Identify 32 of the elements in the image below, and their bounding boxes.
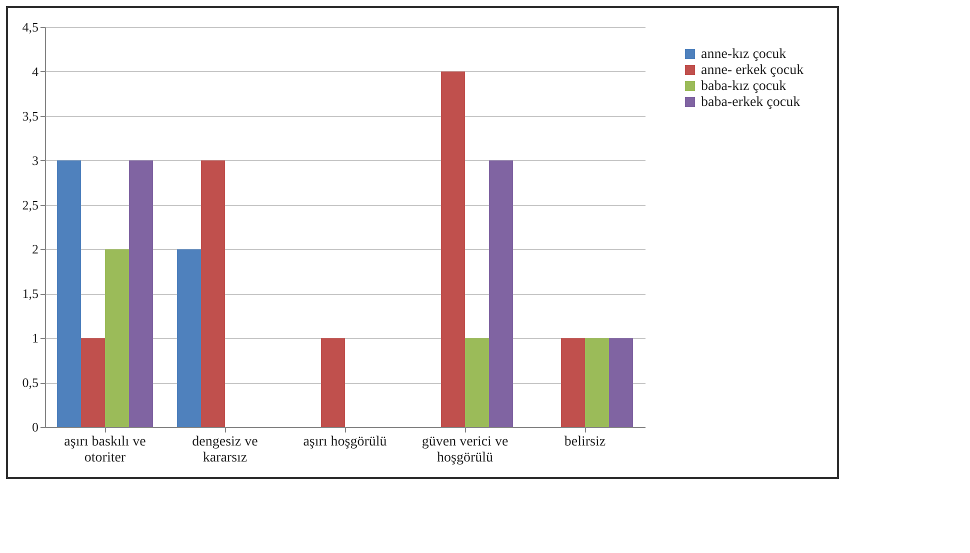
bar: [441, 71, 465, 427]
y-tick-label: 0,5: [22, 375, 38, 390]
y-tick-label: 4: [32, 64, 39, 79]
bar: [177, 249, 201, 427]
y-tick-label: 2,5: [22, 197, 38, 212]
y-tick-label: 1: [32, 330, 38, 346]
y-tick-label: 0: [32, 420, 38, 434]
y-tick-label: 3,5: [22, 108, 38, 124]
bar: [321, 338, 345, 427]
bar: [609, 338, 633, 427]
bar: [81, 338, 105, 427]
y-tick-label: 3: [32, 152, 38, 168]
legend-label: baba-erkek çocuk: [701, 95, 800, 110]
x-tick-label: belirsiz: [564, 434, 606, 450]
y-tick-label: 2: [32, 242, 38, 257]
y-tick-label: 4,5: [22, 20, 38, 34]
legend-label: anne-kız çocuk: [701, 47, 786, 62]
bar: [489, 160, 513, 427]
bar: [105, 249, 129, 427]
x-tick-label: güven verici ve hoşgörülü: [422, 434, 508, 466]
x-tick-label: aşırı hoşgörülü: [303, 434, 387, 450]
y-tick-label: 1,5: [22, 286, 38, 302]
legend-label: anne- erkek çocuk: [701, 63, 804, 78]
x-tick-label: dengesiz ve kararsız: [192, 434, 258, 466]
bar: [57, 160, 81, 427]
bar: [561, 338, 585, 427]
bar: [585, 338, 609, 427]
bar: [465, 338, 489, 427]
x-tick-label: aşırı baskılı ve otoriter: [64, 434, 146, 466]
legend-label: baba-kız çocuk: [701, 79, 786, 94]
bar: [201, 160, 225, 427]
bar: [129, 160, 153, 427]
